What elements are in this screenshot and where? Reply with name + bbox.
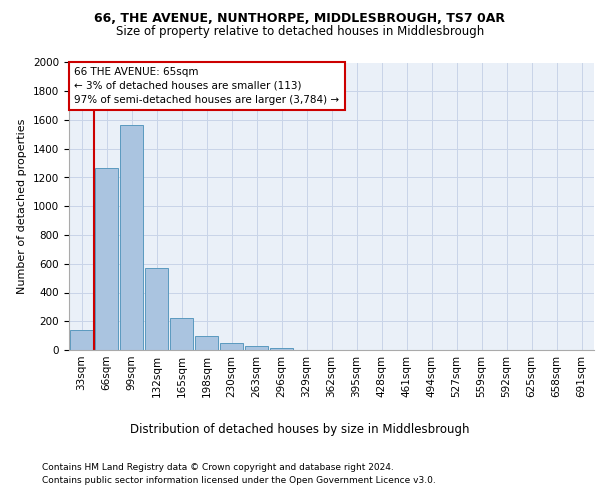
Text: Contains HM Land Registry data © Crown copyright and database right 2024.: Contains HM Land Registry data © Crown c…	[42, 462, 394, 471]
Bar	[170, 318, 193, 350]
Text: Distribution of detached houses by size in Middlesbrough: Distribution of detached houses by size …	[130, 422, 470, 436]
Text: Contains public sector information licensed under the Open Government Licence v3: Contains public sector information licen…	[42, 476, 436, 485]
Bar	[95, 168, 118, 350]
Text: Size of property relative to detached houses in Middlesbrough: Size of property relative to detached ho…	[116, 25, 484, 38]
Y-axis label: Number of detached properties: Number of detached properties	[17, 118, 28, 294]
Bar	[145, 268, 169, 350]
Bar	[220, 343, 244, 350]
Text: 66, THE AVENUE, NUNTHORPE, MIDDLESBROUGH, TS7 0AR: 66, THE AVENUE, NUNTHORPE, MIDDLESBROUGH…	[95, 12, 505, 26]
Bar	[119, 125, 143, 350]
Bar	[269, 348, 293, 350]
Text: 66 THE AVENUE: 65sqm
← 3% of detached houses are smaller (113)
97% of semi-detac: 66 THE AVENUE: 65sqm ← 3% of detached ho…	[74, 67, 340, 105]
Bar	[194, 336, 218, 350]
Bar	[70, 330, 94, 350]
Bar	[245, 346, 268, 350]
